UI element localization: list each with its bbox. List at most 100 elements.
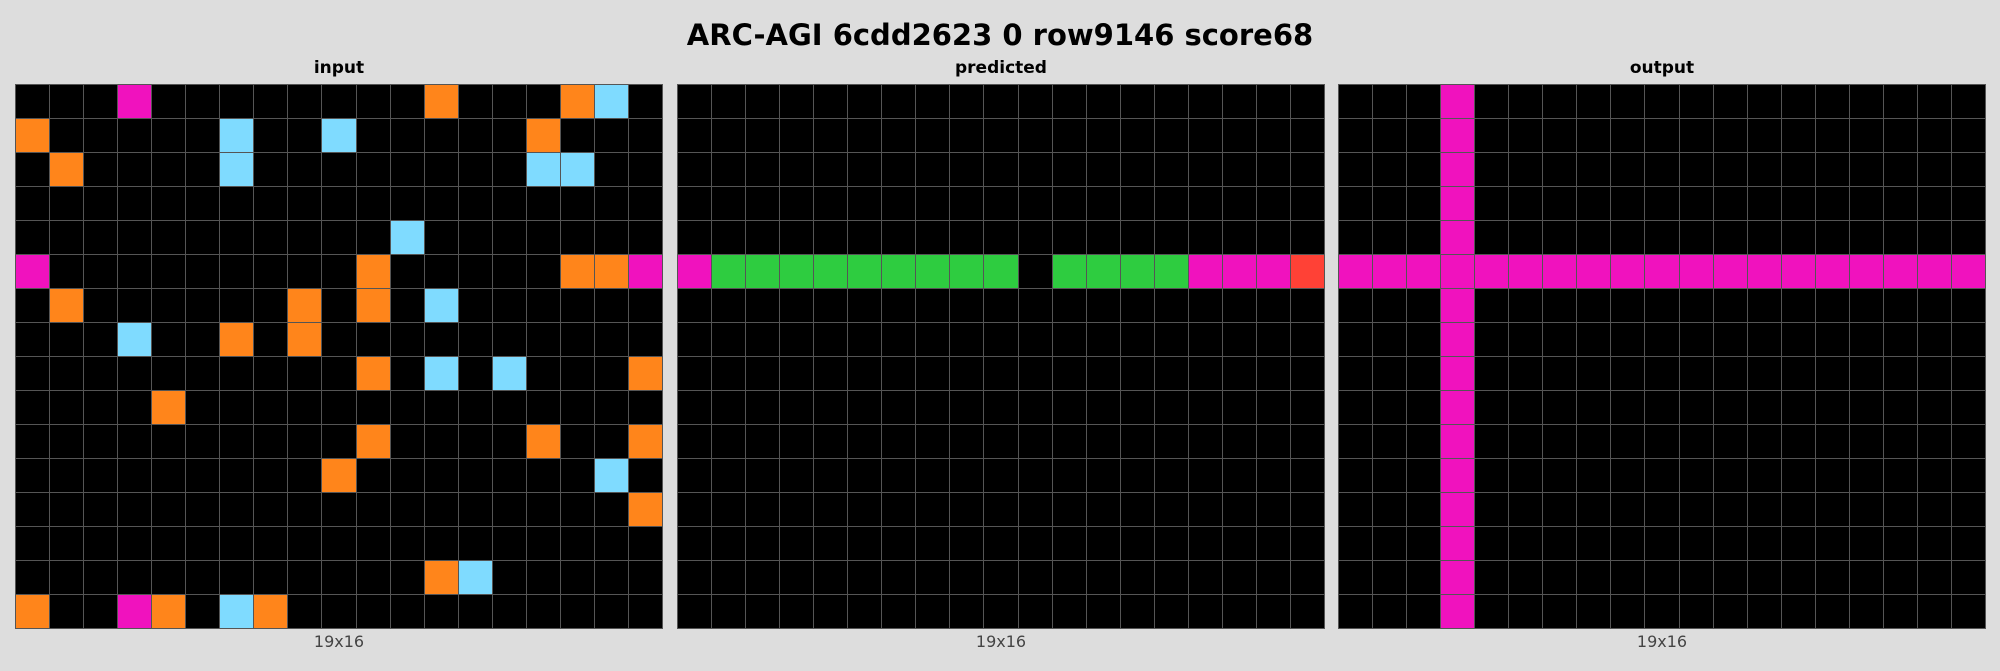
grid-cell [1713, 323, 1747, 356]
grid-cell [1188, 323, 1222, 356]
grid-cell [220, 527, 254, 560]
grid-cell [780, 357, 814, 390]
grid-cell [882, 255, 916, 288]
grid-cell [1849, 153, 1883, 186]
grid-cell [288, 153, 322, 186]
grid-cell [560, 391, 594, 424]
grid-cell [1086, 527, 1120, 560]
grid-cell [390, 85, 424, 118]
grid-cell [1747, 595, 1781, 628]
grid-cell [1951, 493, 1985, 526]
grid-cell [1120, 493, 1154, 526]
grid-cell [1086, 595, 1120, 628]
grid-cell [712, 527, 746, 560]
grid-cell [1052, 561, 1086, 594]
grid-cell [628, 527, 662, 560]
grid-cell [186, 187, 220, 220]
grid-cell [1052, 595, 1086, 628]
grid-cell [1815, 153, 1849, 186]
grid-cell [712, 221, 746, 254]
grid-cell [780, 425, 814, 458]
grid-cell [458, 391, 492, 424]
grid-cell [254, 595, 288, 628]
grid-cell [1577, 459, 1611, 492]
grid-cell [458, 493, 492, 526]
grid-cell [1290, 357, 1324, 390]
grid-cell [1290, 323, 1324, 356]
output-grid [1338, 84, 1986, 629]
grid-cell [1339, 255, 1373, 288]
grid-cell [1290, 595, 1324, 628]
grid-cell [1407, 527, 1441, 560]
grid-cell [390, 221, 424, 254]
grid-cell [1441, 119, 1475, 152]
grid-cell [1475, 595, 1509, 628]
grid-cell [458, 85, 492, 118]
grid-cell [1441, 289, 1475, 322]
grid-cell [1543, 323, 1577, 356]
grid-cell [1018, 153, 1052, 186]
grid-cell [1373, 289, 1407, 322]
grid-cell [1815, 357, 1849, 390]
grid-cell [1781, 527, 1815, 560]
grid-cell [1747, 289, 1781, 322]
grid-cell [424, 119, 458, 152]
grid-cell [594, 323, 628, 356]
grid-cell [560, 187, 594, 220]
grid-cell [424, 493, 458, 526]
output-grid-size: 19x16 [1636, 632, 1688, 651]
grid-cell [1120, 561, 1154, 594]
grid-cell [1781, 85, 1815, 118]
grid-cell [492, 425, 526, 458]
grid-cell [560, 85, 594, 118]
grid-cell [628, 459, 662, 492]
grid-cell [712, 493, 746, 526]
grid-cell [220, 493, 254, 526]
grid-cell [1747, 391, 1781, 424]
grid-cell [628, 425, 662, 458]
grid-cell [1120, 119, 1154, 152]
grid-cell [390, 459, 424, 492]
grid-cell [746, 221, 780, 254]
grid-cell [916, 85, 950, 118]
grid-cell [594, 187, 628, 220]
grid-cell [1815, 119, 1849, 152]
grid-cell [1290, 289, 1324, 322]
grid-cell [1543, 255, 1577, 288]
grid-cell [288, 493, 322, 526]
grid-cell [220, 561, 254, 594]
grid-cell [186, 493, 220, 526]
grid-cell [628, 255, 662, 288]
grid-cell [152, 357, 186, 390]
grid-cell [1577, 357, 1611, 390]
grid-cell [458, 119, 492, 152]
grid-cell [1645, 493, 1679, 526]
grid-cell [628, 221, 662, 254]
grid-cell [1441, 153, 1475, 186]
grid-cell [1188, 119, 1222, 152]
grid-cell [1188, 425, 1222, 458]
grid-cell [1883, 187, 1917, 220]
grid-cell [356, 323, 390, 356]
grid-cell [492, 187, 526, 220]
predicted-grid [677, 84, 1325, 629]
grid-cell [560, 425, 594, 458]
grid-cell [560, 221, 594, 254]
grid-cell [950, 357, 984, 390]
grid-cell [220, 289, 254, 322]
grid-cell [288, 391, 322, 424]
grid-cell [16, 391, 50, 424]
grid-cell [1781, 493, 1815, 526]
grid-cell [814, 357, 848, 390]
grid-cell [1441, 357, 1475, 390]
grid-cell [848, 221, 882, 254]
grid-cell [1815, 561, 1849, 594]
grid-cell [814, 85, 848, 118]
grid-cell [746, 425, 780, 458]
grid-cell [1577, 85, 1611, 118]
grid-cell [916, 357, 950, 390]
grid-cell [50, 527, 84, 560]
grid-cell [50, 561, 84, 594]
grid-cell [50, 187, 84, 220]
grid-cell [1154, 255, 1188, 288]
